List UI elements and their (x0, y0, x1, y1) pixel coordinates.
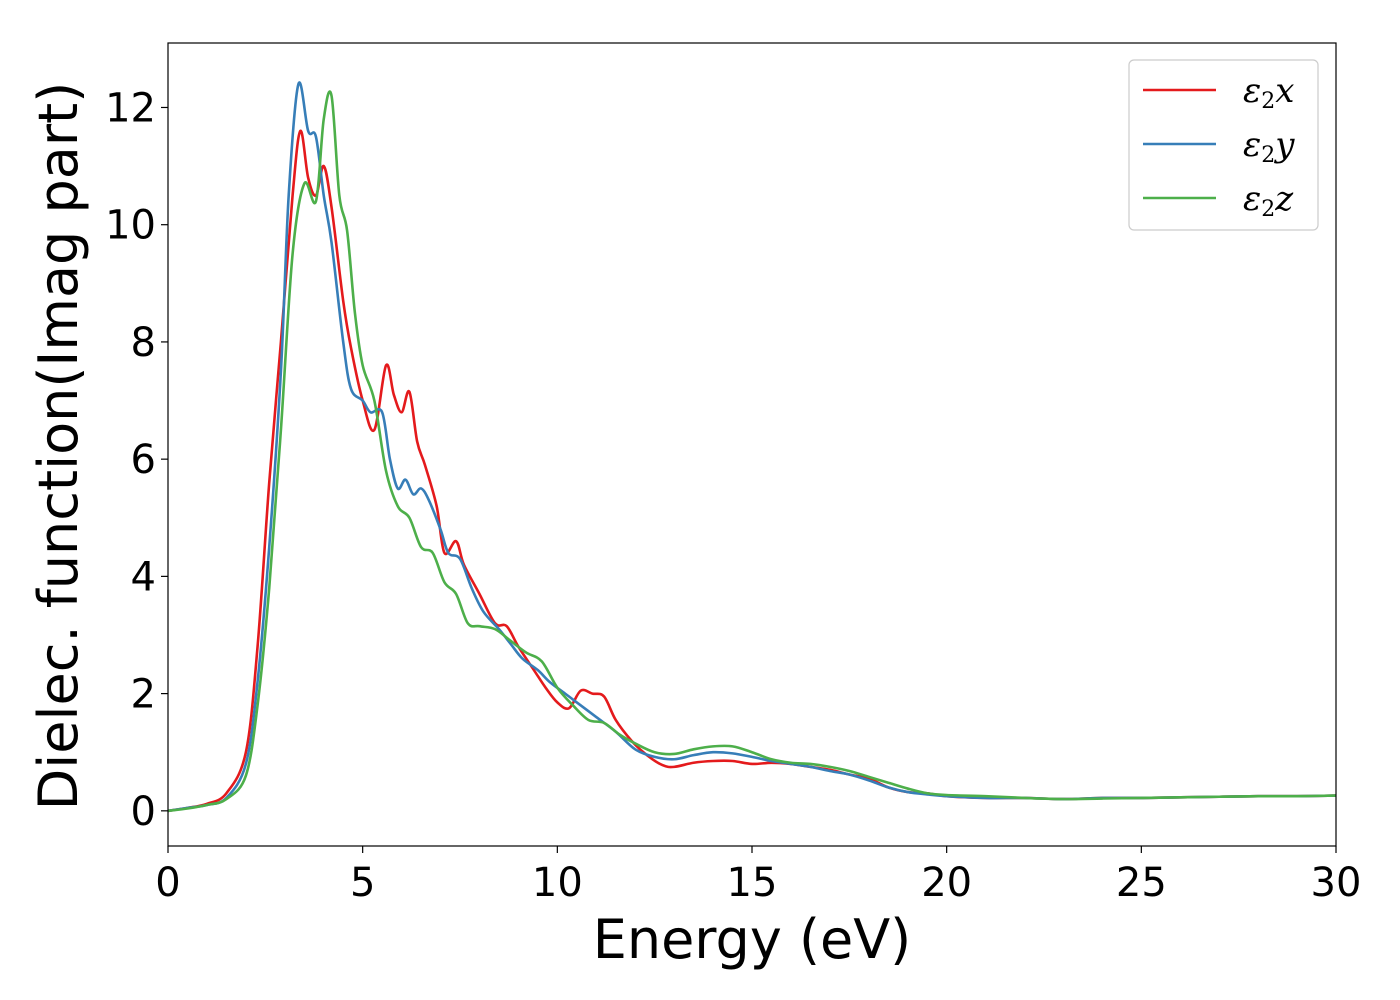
y-tick-label: 6 (131, 437, 156, 483)
y-axis-ticks: 0 2 4 6 8 10 12 (105, 85, 168, 835)
y-tick-label: 10 (105, 203, 156, 249)
legend-label-x: ε2x (1243, 71, 1294, 114)
x-tick-label: 10 (532, 860, 583, 906)
x-tick-label: 30 (1311, 860, 1362, 906)
x-tick-label: 5 (350, 860, 375, 906)
y-tick-label: 2 (131, 672, 156, 718)
series-line-x (168, 129, 1336, 813)
series-layer (168, 81, 1336, 813)
x-tick-label: 0 (155, 860, 180, 906)
legend-label-z: ε2z (1243, 179, 1294, 222)
y-tick-label: 12 (105, 85, 156, 131)
series-line-z (168, 90, 1336, 813)
legend-label-y: ε2y (1243, 125, 1295, 168)
series-line-y (168, 81, 1336, 813)
x-axis-ticks: 0 5 10 15 20 25 30 (155, 846, 1361, 906)
legend: ε2x ε2y ε2z (1128, 59, 1319, 231)
x-axis-label: Energy (eV) (593, 908, 912, 971)
y-tick-label: 4 (131, 554, 156, 600)
y-tick-label: 8 (131, 320, 156, 366)
x-tick-label: 15 (727, 860, 778, 906)
legend-box (1128, 59, 1319, 231)
y-tick-label: 0 (131, 789, 156, 835)
y-axis-label: Dielec. function(Imag part) (27, 82, 90, 811)
x-tick-label: 20 (921, 860, 972, 906)
x-tick-label: 25 (1116, 860, 1167, 906)
